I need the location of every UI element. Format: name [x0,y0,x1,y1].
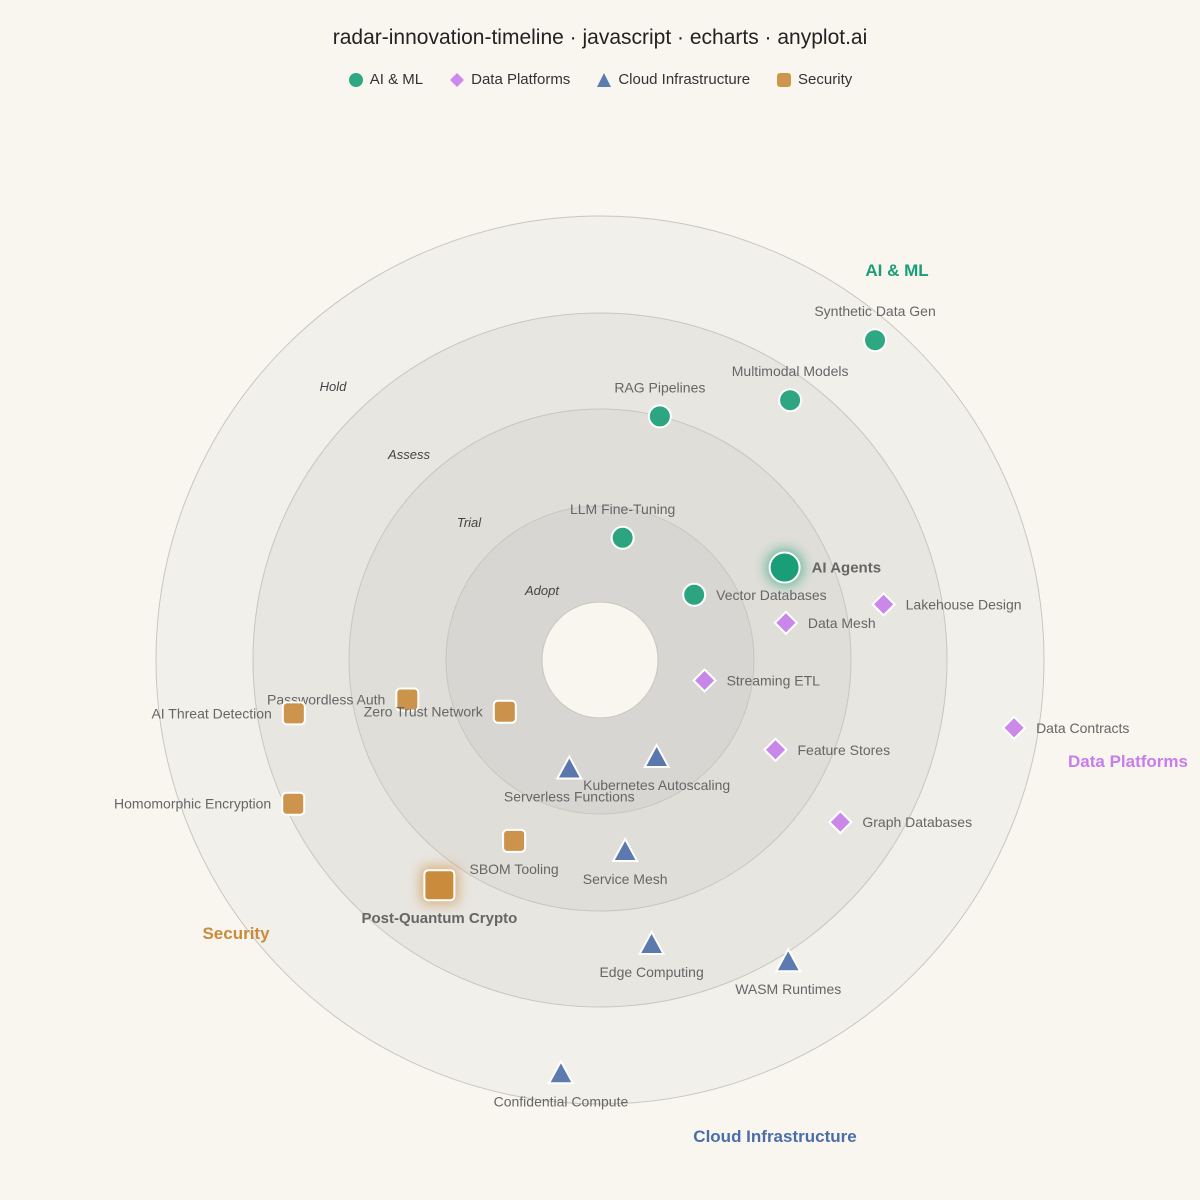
point-ai-agents[interactable]: AI Agents [765,548,881,587]
legend-label: Security [798,71,853,88]
point-confidential-compute[interactable]: Confidential Compute [494,1059,629,1109]
ring-label-adopt: Adopt [524,583,560,598]
ring-label-trial: Trial [457,515,482,530]
legend-item-ai-ml[interactable]: AI & ML [348,71,423,88]
point-label: Feature Stores [797,742,890,758]
point-label: Vector Databases [716,587,827,603]
point-sbom-tooling[interactable]: SBOM Tooling [469,828,559,877]
circle-icon [348,72,363,87]
point-label: Post-Quantum Crypto [361,910,517,927]
point-data-mesh[interactable]: Data Mesh [773,610,876,636]
diamond-icon [450,72,465,87]
point-service-mesh[interactable]: Service Mesh [583,836,668,887]
point-label: Kubernetes Autoscaling [583,777,730,793]
quadrant-label-security: Security [202,924,270,943]
point-label: Data Mesh [808,615,876,631]
point-wasm-runtimes[interactable]: WASM Runtimes [735,947,841,997]
point-label: AI Agents [812,560,881,577]
point-zero-trust-network[interactable]: Zero Trust Network [364,699,517,724]
point-streaming-etl[interactable]: Streaming ETL [692,668,821,693]
point-edge-computing[interactable]: Edge Computing [599,929,704,980]
point-label: Serverless Functions [504,789,635,805]
point-label: AI Threat Detection [151,705,271,721]
point-label: WASM Runtimes [735,981,841,997]
point-llm-fine-tuning[interactable]: LLM Fine-Tuning [570,501,675,550]
point-data-contracts[interactable]: Data Contracts [1001,715,1129,741]
legend-label: Data Platforms [471,71,571,88]
legend-label: Cloud Infrastructure [618,71,751,88]
quadrant-label-cloud-infrastructure: Cloud Infrastructure [693,1127,856,1146]
point-multimodal-models[interactable]: Multimodal Models [732,363,849,413]
legend-item-data-platforms[interactable]: Data Platforms [449,71,570,88]
legend-label: AI & ML [369,71,424,88]
point-ai-threat-detection[interactable]: AI Threat Detection [151,701,306,726]
point-kubernetes-autoscaling[interactable]: Kubernetes Autoscaling [583,742,730,793]
point-synthetic-data-gen[interactable]: Synthetic Data Gen [814,303,936,353]
point-label: Lakehouse Design [906,596,1022,612]
point-vector-databases[interactable]: Vector Databases [682,582,827,607]
point-label: LLM Fine-Tuning [570,501,675,517]
quadrant-label-ai-ml: AI & ML [865,261,928,280]
point-lakehouse-design[interactable]: Lakehouse Design [871,591,1022,617]
point-label: Zero Trust Network [364,704,484,720]
point-graph-databases[interactable]: Graph Databases [827,809,972,835]
rounded-square-icon [777,72,792,87]
point-label: Confidential Compute [494,1093,629,1109]
point-label: Service Mesh [583,871,668,887]
ring-label-assess: Assess [387,447,430,462]
point-post-quantum-crypto[interactable]: Post-Quantum Crypto [361,866,517,927]
point-homomorphic-encryption[interactable]: Homomorphic Encryption [114,791,306,816]
point-label: Graph Databases [862,814,972,830]
point-label: Multimodal Models [732,363,849,379]
point-label: SBOM Tooling [469,861,558,877]
point-feature-stores[interactable]: Feature Stores [763,737,890,763]
ring-label-hold: Hold [320,379,348,394]
triangle-icon [597,72,612,87]
point-serverless-functions[interactable]: Serverless Functions [504,754,635,805]
point-label: Edge Computing [599,964,703,980]
radar-center [541,601,659,719]
chart-title: radar-innovation-timeline · javascript ·… [332,26,868,49]
point-label: RAG Pipelines [614,379,705,395]
legend-item-cloud-infrastructure[interactable]: Cloud Infrastructure [596,71,750,88]
legend: AI & ML Data Platforms Cloud Infrastruct… [0,71,1200,88]
point-label: Streaming ETL [727,673,821,689]
point-label: Homomorphic Encryption [114,796,271,812]
legend-item-security[interactable]: Security [776,71,852,88]
quadrant-label-data-platforms: Data Platforms [1068,752,1188,771]
point-label: Data Contracts [1036,720,1129,736]
point-rag-pipelines[interactable]: RAG Pipelines [614,379,705,429]
point-label: Synthetic Data Gen [814,303,935,319]
